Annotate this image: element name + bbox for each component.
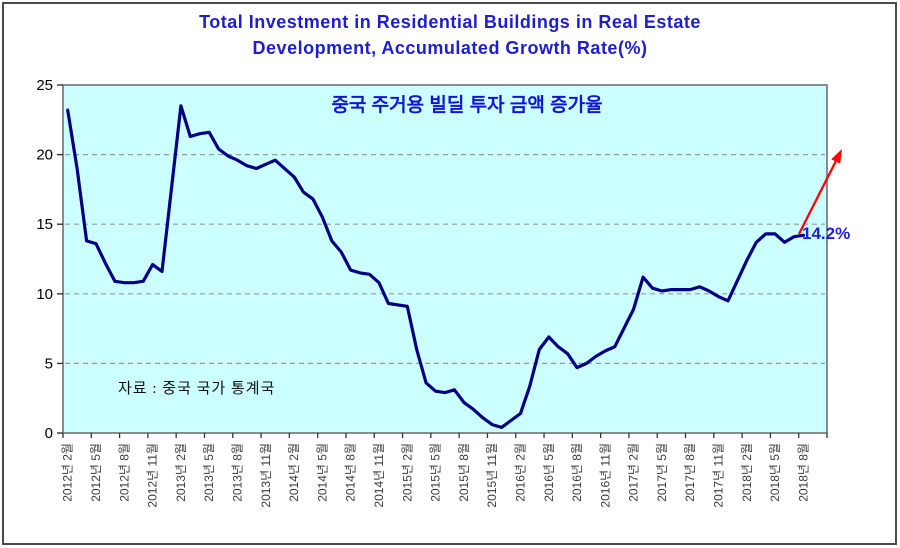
plot-area [63, 85, 827, 433]
x-axis-label: 2015년 2월 [400, 443, 414, 502]
chart-title: Total Investment in Residential Building… [0, 9, 900, 61]
x-axis-label: 2012년 2월 [61, 443, 75, 502]
x-axis-label: 2018년 5월 [768, 443, 782, 502]
chart-subtitle-korean: 중국 주거용 빌딜 투자 금액 증가율 [331, 95, 603, 116]
x-axis-label: 2016년 5월 [542, 443, 556, 502]
trend-arrow-shaft [797, 160, 837, 235]
x-axis-label: 2017년 8월 [683, 443, 697, 502]
y-axis-label: 10 [36, 286, 53, 303]
x-axis-label: 2016년 2월 [513, 443, 527, 502]
x-axis-label: 2016년 11월 [598, 443, 612, 508]
plot-border [62, 84, 828, 434]
x-axis-label: 2013년 5월 [202, 443, 216, 502]
x-axis-label: 2017년 2월 [627, 443, 641, 502]
y-axis-label: 20 [36, 147, 53, 164]
x-axis-label: 2013년 11월 [259, 443, 273, 508]
trend-arrow-head [831, 149, 842, 164]
x-axis-label: 2013년 8월 [230, 443, 244, 502]
x-axis-label: 2014년 5월 [315, 443, 329, 502]
x-axis-label: 2014년 11월 [372, 443, 386, 508]
y-axis-label: 25 [36, 77, 53, 94]
x-axis-label: 2012년 11월 [146, 443, 160, 508]
x-axis-label: 2017년 5월 [655, 443, 669, 502]
chart-title-line1: Total Investment in Residential Building… [199, 12, 701, 32]
x-axis-label: 2016년 8월 [570, 443, 584, 502]
x-axis-label: 2015년 11월 [485, 443, 499, 508]
growth-line [66, 104, 806, 429]
y-axis-label: 5 [45, 355, 53, 372]
x-axis-label: 2015년 8월 [457, 443, 471, 502]
chart-title-line2: Development, Accumulated Growth Rate(%) [252, 38, 648, 58]
x-axis-label: 2015년 5월 [429, 443, 443, 502]
y-axis-label: 0 [45, 425, 53, 442]
x-axis-label: 2013년 2월 [174, 443, 188, 502]
source-note: 자료 : 중국 국가 통계국 [118, 381, 276, 397]
x-axis-label: 2014년 2월 [287, 443, 301, 502]
x-axis-label: 2012년 5월 [89, 443, 103, 502]
x-axis-label: 2014년 8월 [344, 443, 358, 502]
x-axis-label: 2017년 11월 [712, 443, 726, 508]
x-axis-label: 2012년 8월 [117, 443, 131, 502]
x-axis-label: 2018년 8월 [796, 443, 810, 502]
end-value-label: 14.2% [802, 224, 851, 243]
x-axis-label: 2018년 2월 [740, 443, 754, 502]
y-axis-label: 15 [36, 216, 53, 233]
